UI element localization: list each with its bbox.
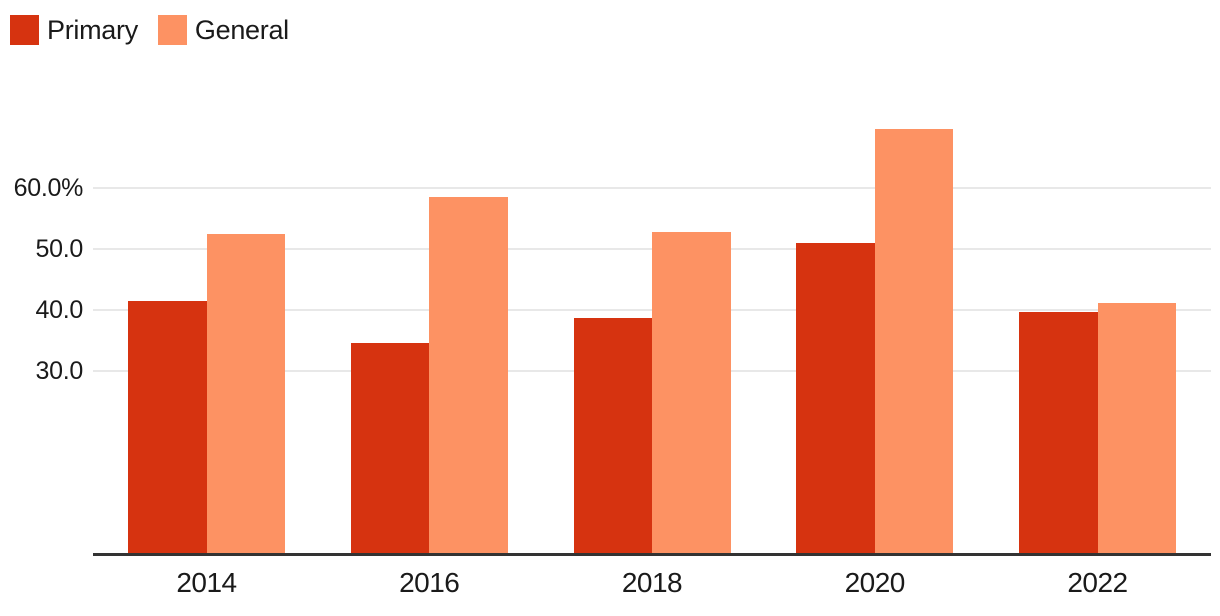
- bar-general-2014: [206, 234, 285, 553]
- y-axis-tick-label: 30.0: [35, 356, 84, 385]
- bar-primary-2014: [128, 301, 207, 553]
- x-axis-tick-label: 2020: [844, 567, 906, 598]
- bar-general-2020: [874, 129, 954, 553]
- y-axis-tick-label: 60.0%: [13, 174, 84, 203]
- x-axis-line: [93, 553, 1211, 556]
- y-axis-tick-label: 40.0: [35, 295, 84, 324]
- x-axis-tick-label: 2018: [621, 567, 683, 598]
- bar-general-2016: [429, 197, 508, 553]
- legend-swatch-primary-icon: [10, 15, 39, 45]
- legend-item-primary: Primary: [10, 15, 138, 45]
- gridline-60: [93, 187, 1211, 190]
- bar-primary-2018: [573, 318, 652, 553]
- chart-legend: Primary General: [10, 15, 289, 45]
- x-axis-tick-label: 2016: [399, 567, 460, 598]
- legend-swatch-general-icon: [157, 15, 187, 45]
- legend-label-primary: Primary: [47, 15, 138, 45]
- legend-item-general: General: [157, 15, 289, 45]
- bar-primary-2020: [796, 242, 875, 553]
- bar-primary-2022: [1019, 312, 1098, 553]
- legend-label-general: General: [194, 15, 289, 45]
- x-axis-tick-label: 2022: [1067, 567, 1128, 598]
- bar-general-2018: [652, 232, 731, 553]
- bar-general-2022: [1097, 302, 1176, 553]
- bar-primary-2016: [350, 343, 430, 553]
- y-axis-tick-label: 50.0: [35, 234, 84, 263]
- x-axis-tick-label: 2014: [176, 567, 237, 598]
